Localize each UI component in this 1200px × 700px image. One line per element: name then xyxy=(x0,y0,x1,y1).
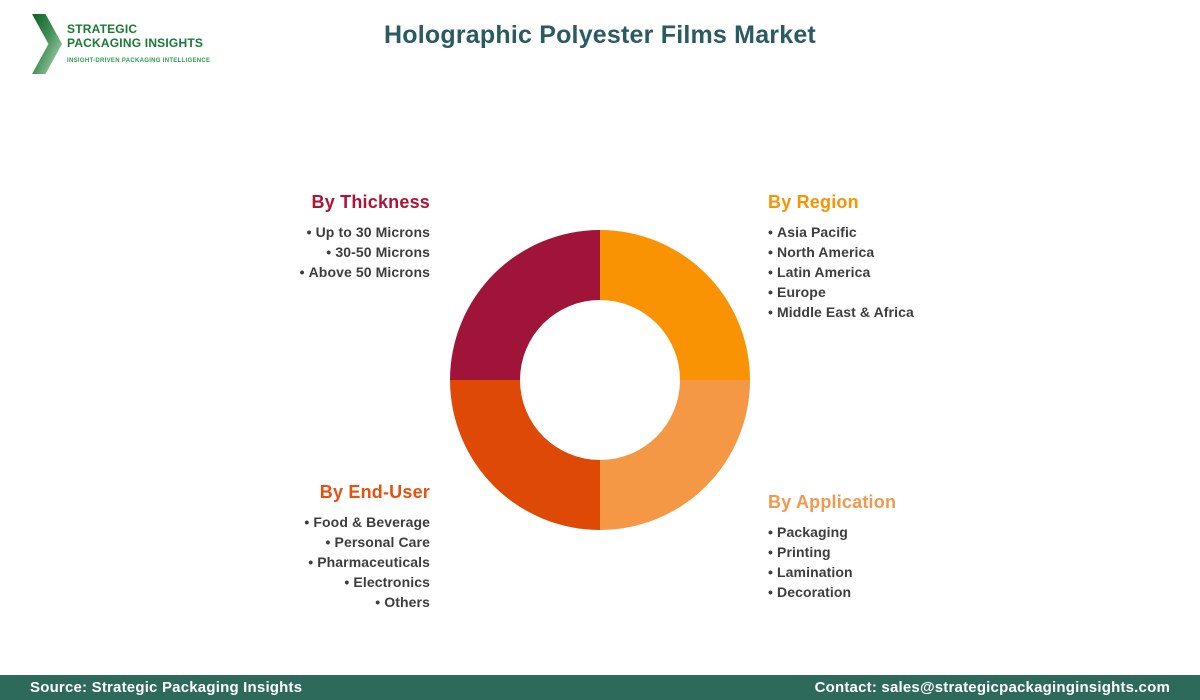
segment-group-enduser: By End-User • Food & Beverage • Personal Ca… xyxy=(200,482,430,612)
list-item: • Middle East & Africa xyxy=(768,304,914,320)
segment-list-application: • Packaging • Printing • Lamination • Decoratio… xyxy=(768,522,998,602)
footer-source: Source: Strategic Packaging Insights xyxy=(30,679,303,696)
segment-group-application: By Application • Packaging • Printing • Lamin… xyxy=(768,492,998,602)
list-item: • Pharmaceuticals xyxy=(308,554,430,570)
bullet-icon: • xyxy=(768,544,774,560)
page-title: Holographic Polyester Films Market xyxy=(384,21,816,49)
bullet-icon: • xyxy=(768,264,774,280)
bullet-icon: • xyxy=(768,564,774,580)
segment-list-enduser: • Food & Beverage • Personal Care • Pharmaceu… xyxy=(200,512,430,612)
bullet-icon: • xyxy=(325,534,331,550)
bullet-icon: • xyxy=(299,264,305,280)
list-item: • North America xyxy=(768,244,875,260)
list-item: • Latin America xyxy=(768,264,871,280)
list-item: • Printing xyxy=(768,544,831,560)
list-item: • Europe xyxy=(768,284,826,300)
logo-name: STRATEGIC PACKAGING INSIGHTS xyxy=(67,22,204,50)
bullet-icon: • xyxy=(768,284,774,300)
segment-heading-region: By Region xyxy=(768,192,859,212)
footer-bar: Source: Strategic Packaging Insights Con… xyxy=(0,675,1200,700)
list-item: • Lamination xyxy=(768,564,853,580)
brand-logo: STRATEGIC PACKAGING INSIGHTS INSIGHT-DRI… xyxy=(32,12,210,74)
segment-heading-thickness: By Thickness xyxy=(311,192,430,212)
segment-group-region: By Region • Asia Pacific • North America • La… xyxy=(768,192,998,322)
bullet-icon: • xyxy=(768,524,774,540)
segment-list-region: • Asia Pacific • North America • Latin Americ… xyxy=(768,222,998,322)
list-item: • Asia Pacific xyxy=(768,224,857,240)
list-item: • Decoration xyxy=(768,584,852,600)
segment-group-thickness: By Thickness • Up to 30 Microns • 30-50 Mic… xyxy=(200,192,430,282)
list-item: • Personal Care xyxy=(325,534,430,550)
donut-chart xyxy=(450,230,750,530)
segment-heading-application: By Application xyxy=(768,492,897,512)
bullet-icon: • xyxy=(306,224,312,240)
bullet-icon: • xyxy=(768,244,774,260)
logo-tagline: INSIGHT-DRIVEN PACKAGING INTELLIGENCE xyxy=(67,58,211,64)
bullet-icon: • xyxy=(768,304,774,320)
list-item: • Above 50 Microns xyxy=(299,264,430,280)
donut-hole xyxy=(520,300,680,460)
bullet-icon: • xyxy=(768,224,774,240)
bullet-icon: • xyxy=(344,574,350,590)
bullet-icon: • xyxy=(308,554,314,570)
list-item: • 30-50 Microns xyxy=(326,244,430,260)
bullet-icon: • xyxy=(304,514,310,530)
list-item: • Up to 30 Microns xyxy=(306,224,430,240)
list-item: • Packaging xyxy=(768,524,848,540)
segment-list-thickness: • Up to 30 Microns • 30-50 Microns • Above 50… xyxy=(200,222,430,282)
footer-contact: Contact: sales@strategicpackaginginsight… xyxy=(814,679,1170,696)
segment-heading-enduser: By End-User xyxy=(319,482,430,502)
list-item: • Others xyxy=(375,594,430,610)
bullet-icon: • xyxy=(375,594,381,610)
logo-text-block: STRATEGIC PACKAGING INSIGHTS INSIGHT-DRI… xyxy=(67,12,210,64)
list-item: • Food & Beverage xyxy=(304,514,430,530)
list-item: • Electronics xyxy=(344,574,430,590)
bullet-icon: • xyxy=(768,584,774,600)
bullet-icon: • xyxy=(326,244,332,260)
